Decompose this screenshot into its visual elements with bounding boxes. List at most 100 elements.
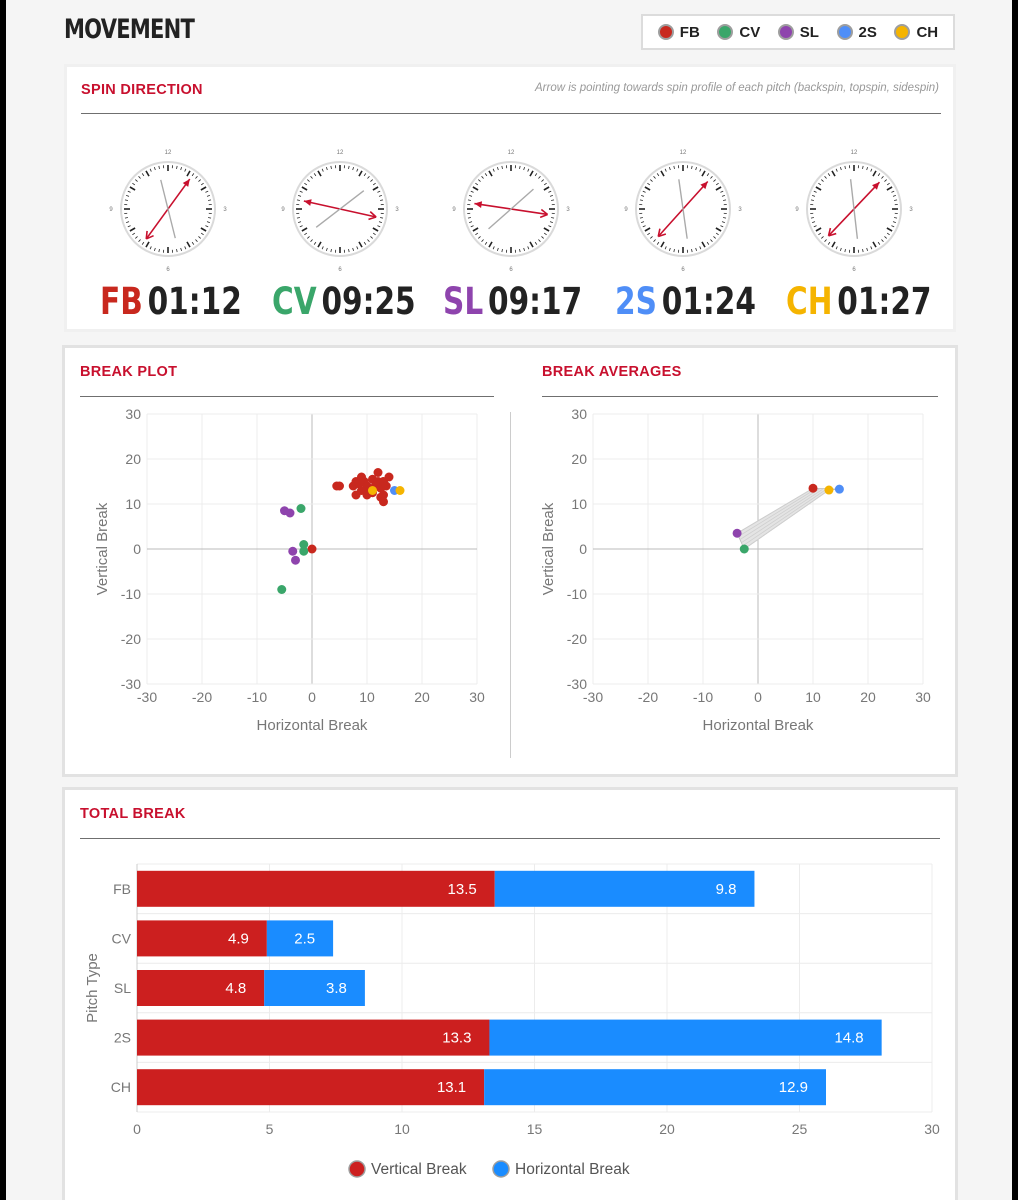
point-ch [368, 486, 377, 495]
clock-tick [886, 227, 893, 232]
bar-value-label: 13.5 [448, 881, 477, 898]
clock-tick [840, 247, 842, 251]
clock-dial-label: 9 [109, 207, 113, 213]
legend-swatch-icon [492, 1160, 510, 1178]
clock-tick [892, 195, 896, 197]
clock-tick [886, 182, 890, 186]
clock-tick [321, 168, 324, 172]
clock-tick [877, 241, 881, 245]
clock-tick [296, 199, 300, 201]
clock-tick [673, 165, 675, 169]
clock-dial-label: 12 [337, 150, 344, 156]
clock-abbr: 2S [615, 280, 657, 323]
clock-tick [352, 247, 354, 251]
break-plot-chart: -30 -20 -10 0 10 20 30 30 20 10 0 -10 -20 -30 Horizont… [94, 408, 485, 734]
y-axis-label: Pitch Type [84, 953, 101, 1023]
clock-tick [723, 199, 727, 201]
clock-tick [548, 190, 552, 193]
clock-tick [715, 186, 722, 191]
clock-tick [363, 173, 367, 177]
category-label: 2S [114, 1030, 131, 1046]
clock-tick [669, 247, 671, 251]
clock-tick [129, 186, 136, 191]
point-fb [379, 497, 388, 507]
clock-dial-label: 6 [681, 267, 685, 273]
clock-tick [891, 225, 895, 228]
x-tick-label: 0 [754, 689, 762, 705]
clock-tick [488, 241, 493, 248]
clock-tick [372, 232, 376, 236]
clock-dial-label: 3 [566, 207, 570, 213]
point-fb [381, 481, 391, 491]
clock-tick [827, 241, 831, 245]
x-tick-label: -10 [247, 689, 267, 705]
clock-tick [378, 195, 382, 197]
clock-tick [519, 165, 521, 169]
bar-value-label: 4.9 [228, 930, 249, 947]
clock-dial-label: 6 [338, 267, 342, 273]
right-edge [1012, 0, 1018, 1200]
clock-tick [377, 190, 381, 193]
clock-tick [124, 217, 128, 219]
clock-tick [656, 241, 660, 245]
clock-tick [208, 199, 212, 201]
clock-tick [821, 179, 824, 182]
clock-tick [132, 232, 136, 236]
point-sl [285, 508, 295, 518]
bar-vertical-break [137, 1019, 490, 1056]
clock-tick [484, 173, 488, 177]
category-label: FB [113, 881, 131, 897]
clock-tick [200, 182, 204, 186]
clock-tick [866, 167, 868, 171]
clock-tick [127, 225, 131, 228]
point-fb [335, 481, 344, 491]
x-tick-label: -20 [638, 689, 658, 705]
clock-tick [886, 232, 890, 236]
clock-tick [723, 217, 727, 219]
clock-time: 01:27 [837, 280, 932, 323]
clock-tick [818, 232, 822, 236]
clock-tick [706, 173, 710, 177]
clock-dial-label: 3 [395, 207, 399, 213]
clock-dial-label: 12 [680, 150, 687, 156]
hull-hatch [744, 489, 830, 550]
clock-dial-label: 3 [738, 207, 742, 213]
clock-tick [642, 225, 646, 228]
clock-tick [184, 168, 187, 172]
total-break-rule [80, 838, 940, 839]
clock-tick [378, 221, 382, 223]
clock-tick [492, 168, 495, 172]
clock-tick [206, 195, 210, 197]
clock-tick [154, 167, 156, 171]
x-axis-label: Horizontal Break [257, 717, 368, 734]
bar-horizontal-break [264, 970, 365, 1006]
clock-tick [481, 176, 484, 179]
clock-tick [195, 239, 198, 242]
x-tick-label: 30 [469, 689, 485, 705]
clock-tick [699, 246, 702, 250]
bar-value-label: 9.8 [716, 881, 737, 898]
clock-sl: 12 3 6 9 [452, 150, 570, 273]
clock-tick [543, 182, 547, 186]
x-tick-label: 20 [860, 689, 876, 705]
clock-dial-label: 12 [165, 150, 172, 156]
clock-tick [200, 186, 207, 191]
clock-tick [872, 170, 877, 177]
clock-tick [481, 239, 484, 242]
clock-tick [488, 170, 493, 177]
clock-tick [866, 247, 868, 251]
clock-dial-label: 6 [166, 267, 170, 273]
clock-tick [141, 241, 145, 245]
clock-arrow-tail [368, 216, 377, 221]
clock-tick [301, 227, 308, 232]
y-tick-label: 10 [571, 496, 587, 512]
y-tick-label: -20 [567, 631, 587, 647]
clock-tick [881, 176, 884, 179]
clock-tick [894, 217, 898, 219]
x-tick-label: 20 [659, 1121, 675, 1137]
left-edge [0, 0, 6, 1200]
clock-arrow-tail [540, 208, 549, 216]
clock-tick [363, 241, 367, 245]
clock-tick [695, 167, 697, 171]
clock-tick [810, 199, 814, 201]
